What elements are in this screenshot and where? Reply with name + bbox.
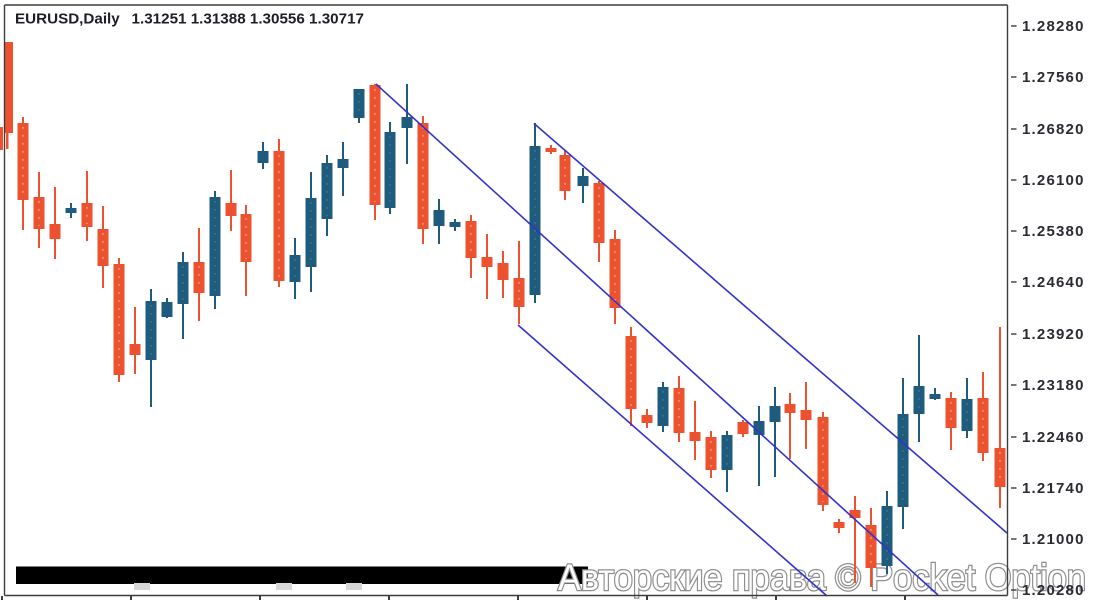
svg-text:1.27560: 1.27560 (1022, 69, 1085, 86)
svg-text:1.22460: 1.22460 (1022, 429, 1085, 446)
svg-text:Авторские права © Pocket Optio: Авторские права © Pocket Option (558, 556, 1086, 598)
svg-text:1.21740: 1.21740 (1022, 480, 1085, 497)
svg-text:1.26820: 1.26820 (1022, 121, 1085, 138)
svg-text:1.21000: 1.21000 (1022, 531, 1085, 548)
svg-text:1.24640: 1.24640 (1022, 274, 1085, 291)
svg-text:1.25380: 1.25380 (1022, 223, 1085, 240)
svg-text:1.26100: 1.26100 (1022, 172, 1085, 189)
svg-text:1.28280: 1.28280 (1022, 18, 1085, 35)
svg-text:1.23180: 1.23180 (1022, 377, 1085, 394)
svg-text:EURUSD,Daily 1.31251 1.31388: EURUSD,Daily 1.31251 1.31388 1.30556 1.3… (15, 11, 364, 28)
svg-text:1.23920: 1.23920 (1022, 326, 1085, 343)
svg-text:1.20280: 1.20280 (1022, 582, 1085, 599)
